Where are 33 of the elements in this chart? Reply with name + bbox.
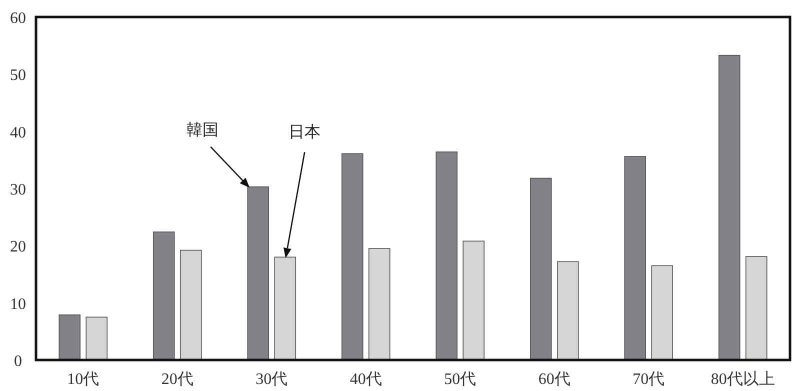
x-tick-label: 10代 — [67, 371, 100, 388]
y-tick-label: 60 — [10, 10, 26, 27]
x-tick-label: 30代 — [256, 371, 288, 388]
y-tick-label: 50 — [10, 67, 26, 84]
y-tick-label: 10 — [10, 296, 26, 313]
bar — [274, 256, 296, 360]
bar — [86, 316, 108, 360]
x-tick-label: 50代 — [444, 371, 476, 388]
bar — [58, 314, 81, 360]
bar — [718, 54, 740, 360]
annotation: 韓国 — [186, 120, 219, 139]
y-tick-label: 20 — [10, 238, 26, 256]
bar — [556, 261, 579, 360]
bar — [462, 240, 485, 360]
bar — [247, 186, 270, 360]
bar — [341, 153, 364, 360]
bar — [180, 250, 202, 360]
x-tick-label: 60代 — [538, 371, 570, 388]
bar — [152, 232, 175, 360]
bar — [530, 178, 552, 360]
y-tick-label: 0 — [14, 353, 22, 370]
bar — [624, 156, 646, 360]
bar — [368, 248, 390, 360]
x-tick-label: 20代 — [161, 371, 194, 388]
x-tick-label: 70代 — [632, 371, 665, 388]
y-tick-label: 30 — [10, 182, 26, 198]
annotation: 日本 — [288, 123, 321, 142]
bar — [745, 256, 768, 360]
bar — [651, 265, 674, 360]
y-tick-label: 40 — [10, 124, 26, 142]
x-tick-label: 80代以上 — [710, 370, 775, 388]
bar — [436, 152, 458, 360]
x-tick-label: 40代 — [350, 371, 382, 388]
